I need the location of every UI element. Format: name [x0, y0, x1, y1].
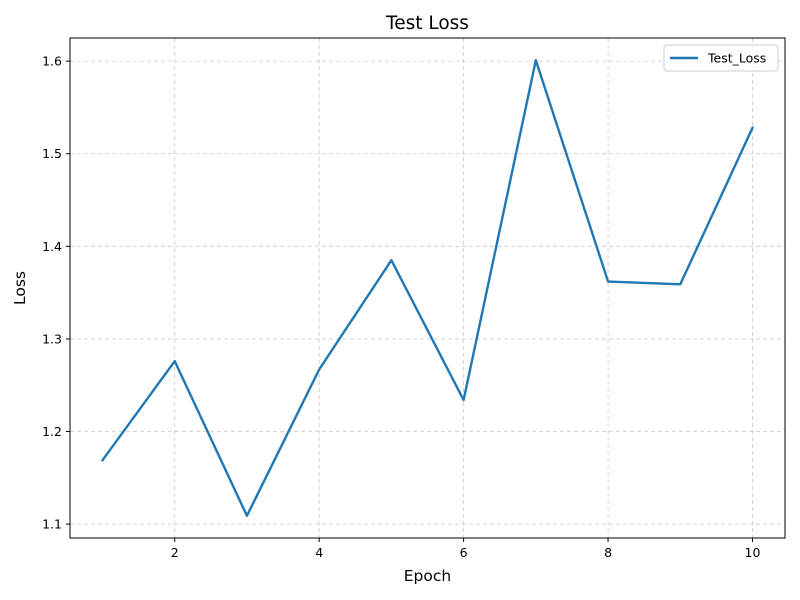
- axis-ticks: 2 4 6 8 10 1.1 1.2 1.3 1.4 1.5 1.6: [42, 54, 760, 560]
- y-tick-label: 1.4: [42, 239, 62, 254]
- grid-lines: [70, 38, 785, 538]
- legend-label: Test_Loss: [707, 51, 766, 66]
- y-tick-label: 1.1: [42, 517, 62, 532]
- x-tick-label: 8: [604, 545, 612, 560]
- x-tick-label: 4: [315, 545, 323, 560]
- x-tick-label: 10: [745, 545, 761, 560]
- y-tick-label: 1.6: [42, 54, 62, 69]
- legend-box: [663, 44, 779, 72]
- x-tick-label: 6: [460, 545, 468, 560]
- plot-area-frame: [69, 37, 786, 539]
- y-tick-label: 1.3: [42, 331, 62, 346]
- y-tick-label: 1.2: [42, 424, 62, 439]
- chart-title: Test Loss: [385, 13, 469, 34]
- series-lines: [100, 59, 755, 517]
- y-axis-title: Loss: [11, 271, 29, 305]
- x-tick-label: 2: [171, 545, 179, 560]
- y-tick-label: 1.5: [42, 146, 62, 161]
- series-line: [100, 59, 755, 517]
- legend: Test_Loss: [663, 44, 779, 72]
- x-axis-title: Epoch: [404, 567, 451, 585]
